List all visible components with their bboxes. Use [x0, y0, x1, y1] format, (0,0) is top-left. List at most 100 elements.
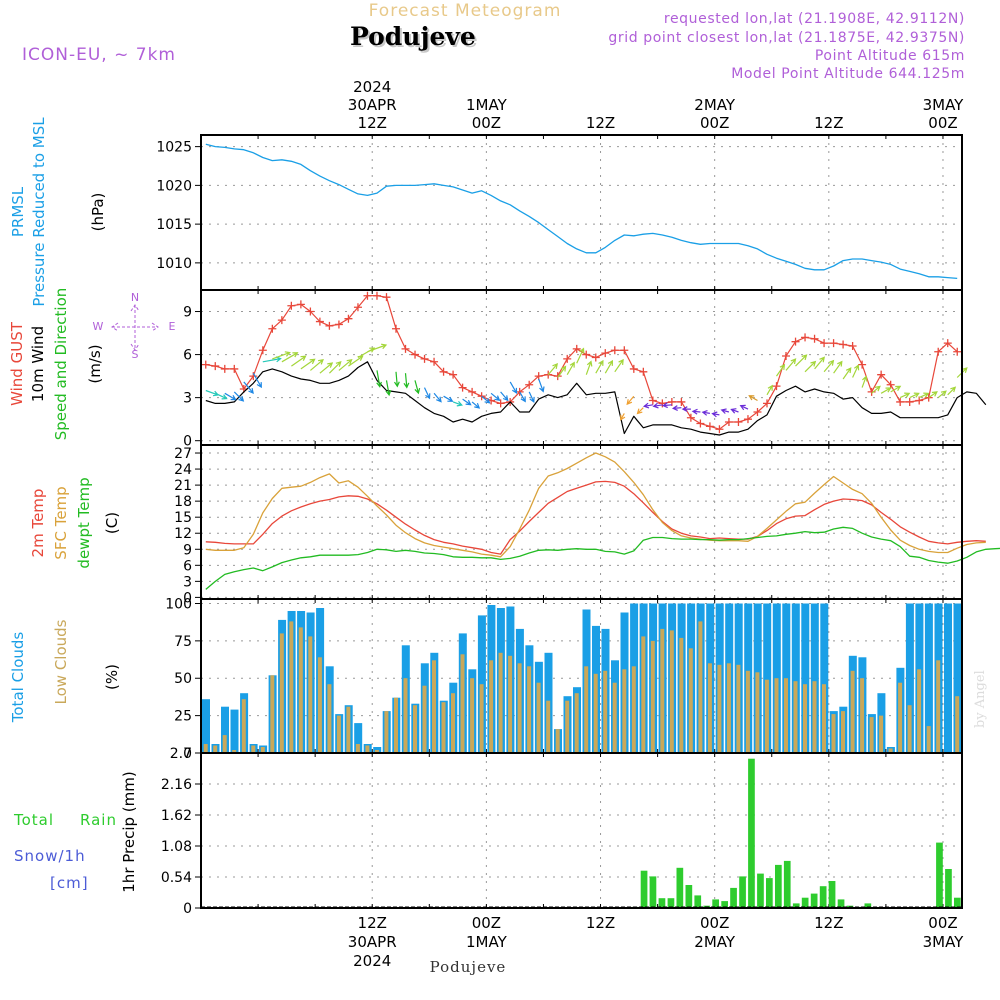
wind-direction-arrow [937, 390, 947, 399]
wind-gust-marker [420, 354, 429, 363]
low-clouds-bar [374, 750, 379, 753]
low-clouds-bar [822, 684, 826, 753]
wind-direction-arrow [681, 406, 691, 413]
rain-bar [721, 901, 728, 908]
wind-gust-marker [230, 364, 239, 373]
grid-point-coords: grid point closest lon,lat (21.1875E, 42… [608, 30, 965, 46]
top-axis-hour: 00Z [928, 114, 957, 132]
wind-direction-arrow [328, 361, 342, 374]
wind-gust-marker [801, 333, 810, 342]
wind-gust-marker [382, 293, 391, 302]
bottom-axis-year: 2024 [353, 952, 391, 970]
pressure-ytick-label: 1020 [156, 178, 192, 194]
temp-label-dewpt: dewpt Temp [75, 477, 93, 568]
temperature-frame [200, 444, 963, 600]
clouds-label-total: Total Clouds [9, 632, 27, 724]
rain-bar [783, 860, 791, 908]
wind-direction-arrow [310, 359, 324, 371]
wind-direction-arrow [243, 381, 254, 394]
low-clouds-bar [679, 637, 684, 753]
low-clouds-bar [803, 684, 807, 753]
wind-direction-arrow [471, 401, 481, 409]
wind-direction-arrow [614, 358, 624, 373]
wind-direction-arrow [833, 360, 843, 374]
pressure-ytick-label: 1015 [156, 217, 192, 233]
top-axis-hour: 00Z [472, 114, 501, 132]
wind-direction-arrow [711, 411, 720, 418]
wind-direction-arrow [595, 359, 604, 374]
wind-gust-marker [715, 425, 724, 434]
wind-direction-arrow [319, 362, 334, 374]
low-clouds-bar [907, 705, 912, 753]
wind-gust-marker [858, 360, 867, 369]
low-clouds-bar [641, 636, 646, 753]
temperature-ytick-label: 9 [183, 542, 192, 558]
wind-gust-marker [772, 382, 781, 391]
wind-gust-line [205, 295, 958, 430]
low-clouds-bar [346, 706, 351, 753]
temperature-ytick-label: 15 [174, 510, 192, 526]
wind-direction-arrow [701, 410, 710, 416]
pressure-ytick-label: 1010 [156, 256, 192, 272]
rain-bar [864, 903, 872, 908]
compass-arrows [111, 304, 159, 351]
low-clouds-bar [536, 682, 541, 753]
wind-gust-marker [934, 347, 943, 356]
temp-series-2 [205, 526, 1000, 590]
temperature-ytick-label: 6 [183, 558, 192, 574]
wind-direction-arrow [642, 402, 653, 409]
low-clouds-bar [508, 655, 513, 753]
wind-direction-arrow [899, 392, 911, 399]
wind-gust-marker [705, 422, 714, 431]
low-clouds-bar [936, 660, 941, 753]
total-clouds-bar [221, 706, 229, 753]
bottom-location: Podujeve [430, 958, 507, 976]
rain-bar [766, 878, 773, 908]
wind-gust-marker [896, 397, 905, 406]
wind-direction-arrow [433, 392, 442, 403]
point-altitude: Point Altitude 615m [815, 48, 965, 64]
compass-south: S [132, 348, 139, 361]
wind-gust-marker [353, 303, 362, 312]
low-clouds-bar [574, 693, 579, 753]
wind-gust-marker [591, 353, 600, 362]
wind-panel: 0 3 6 9 Wind GUST 10m Wind Speed and Direction… [8, 288, 987, 450]
wind-direction-arrow [481, 395, 491, 404]
low-clouds-bar [717, 664, 722, 753]
pressure-series-line [205, 143, 958, 280]
wind-direction-arrow [576, 347, 585, 364]
wind-direction-arrow [394, 371, 400, 388]
location-title: Podujeve [352, 24, 478, 53]
wind-direction-arrow [604, 359, 614, 374]
top-axis-hour: 12Z [358, 114, 387, 132]
temperature-ytick-label: 27 [174, 446, 192, 462]
wind-gust-marker [734, 418, 743, 427]
low-clouds-bar [441, 702, 446, 753]
low-clouds-bar [612, 682, 617, 753]
wind-direction-arrow [224, 392, 237, 401]
bottom-axis-hour: 12Z [814, 914, 843, 932]
low-clouds-bar [432, 660, 436, 753]
low-clouds-bar [888, 748, 893, 753]
low-clouds-bar [660, 628, 665, 753]
low-clouds-bar [498, 652, 503, 753]
low-clouds-bar [764, 679, 769, 753]
wind-label-gust: Wind GUST [8, 321, 26, 406]
wind-gust-marker [829, 339, 838, 348]
rain-bar [792, 903, 800, 908]
wind-label-10m: 10m Wind [29, 326, 47, 402]
low-clouds-bar [451, 693, 455, 753]
total-clouds-bar [202, 699, 210, 753]
low-clouds-bar [898, 682, 903, 753]
bottom-axis-date: 1MAY [466, 933, 508, 951]
low-clouds-bar [584, 666, 589, 753]
clouds-panel: 0 25 50 75 100 Total Clouds Low Clouds (%) [9, 596, 962, 762]
precip-ylabel: 1hr Precip (mm) [120, 771, 138, 892]
wind-direction-arrow [215, 392, 228, 400]
top-axis-date: 30APR [348, 96, 397, 114]
wind-direction-arrow [626, 395, 635, 406]
temperature-ytick-label: 3 [183, 574, 192, 590]
wind-direction-arrow [385, 380, 392, 397]
wind-direction-arrow [272, 351, 291, 360]
